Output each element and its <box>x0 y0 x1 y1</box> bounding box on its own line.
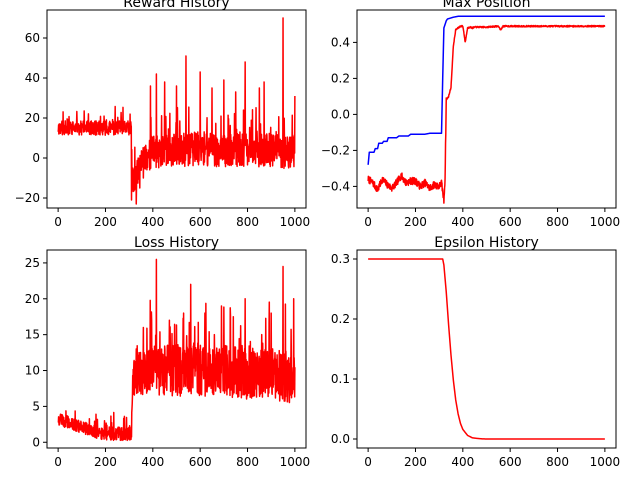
chart-title: Epsilon History <box>434 235 539 251</box>
x-tick-label: 1000 <box>280 215 311 229</box>
y-tick-label: −20 <box>15 191 40 205</box>
y-tick-label: 60 <box>25 31 40 45</box>
x-tick-label: 600 <box>499 215 522 229</box>
y-tick-label: 0.2 <box>331 312 350 326</box>
x-tick-label: 200 <box>404 215 427 229</box>
x-tick-label: 0 <box>364 215 372 229</box>
y-tick-label: 0.2 <box>331 71 350 85</box>
loss-history-chart: Loss History 0 200 400 600 800 1000 0 5 10 15 20 25 <box>25 235 310 469</box>
y-tick-label: 0.1 <box>331 372 350 386</box>
y-tick-label: 0.0 <box>331 432 350 446</box>
x-tick-label: 1000 <box>590 215 621 229</box>
x-tick-label: 600 <box>189 455 212 469</box>
axes-frame <box>46 9 307 209</box>
x-tick-label: 400 <box>451 455 474 469</box>
y-tick-label: −0.4 <box>321 179 350 193</box>
x-tick-label: 0 <box>54 215 62 229</box>
y-tick-label: 25 <box>25 256 40 270</box>
y-tick-label: 40 <box>25 71 40 85</box>
series-line-1 <box>367 258 606 440</box>
y-tick-label: 0.0 <box>331 107 350 121</box>
series-line-2 <box>367 24 606 204</box>
y-tick-label: 0.4 <box>331 35 350 49</box>
x-tick-label: 0 <box>54 455 62 469</box>
epsilon-history-chart: Epsilon History 0 200 400 600 800 1000 0.0 0.1 0… <box>331 235 620 469</box>
x-tick-label: 800 <box>236 215 259 229</box>
y-tick-label: 0 <box>32 435 40 449</box>
x-tick-label: 400 <box>141 215 164 229</box>
axes-frame <box>356 249 617 449</box>
y-tick-label: 0.3 <box>331 252 350 266</box>
series-line-1 <box>57 17 296 205</box>
x-tick-label: 400 <box>451 215 474 229</box>
y-tick-label: 20 <box>25 292 40 306</box>
x-tick-label: 800 <box>546 455 569 469</box>
series-line-1 <box>57 258 296 442</box>
x-tick-label: 400 <box>141 455 164 469</box>
y-tick-label: 5 <box>32 399 40 413</box>
axes-frame <box>356 9 617 209</box>
axes-frame <box>46 249 307 449</box>
x-tick-label: 200 <box>94 215 117 229</box>
chart-title: Reward History <box>123 0 229 11</box>
y-tick-label: −0.2 <box>321 143 350 157</box>
x-tick-label: 800 <box>546 215 569 229</box>
series-line-1 <box>367 15 606 165</box>
x-tick-label: 600 <box>189 215 212 229</box>
y-tick-label: 0 <box>32 151 40 165</box>
reward-history-chart: Reward History 0 200 400 600 800 1000 −20 0 20 40… <box>15 0 310 229</box>
x-tick-label: 600 <box>499 455 522 469</box>
max-position-chart: Max Position 0 200 400 600 800 1000 −0.4 −0.2 0.… <box>321 0 620 229</box>
x-tick-label: 800 <box>236 455 259 469</box>
x-tick-label: 0 <box>364 455 372 469</box>
chart-title: Loss History <box>134 235 219 251</box>
y-tick-label: 15 <box>25 328 40 342</box>
y-tick-label: 20 <box>25 111 40 125</box>
y-tick-label: 10 <box>25 364 40 378</box>
x-tick-label: 200 <box>404 455 427 469</box>
x-tick-label: 1000 <box>280 455 311 469</box>
chart-title: Max Position <box>443 0 531 11</box>
x-tick-label: 200 <box>94 455 117 469</box>
x-tick-label: 1000 <box>590 455 621 469</box>
